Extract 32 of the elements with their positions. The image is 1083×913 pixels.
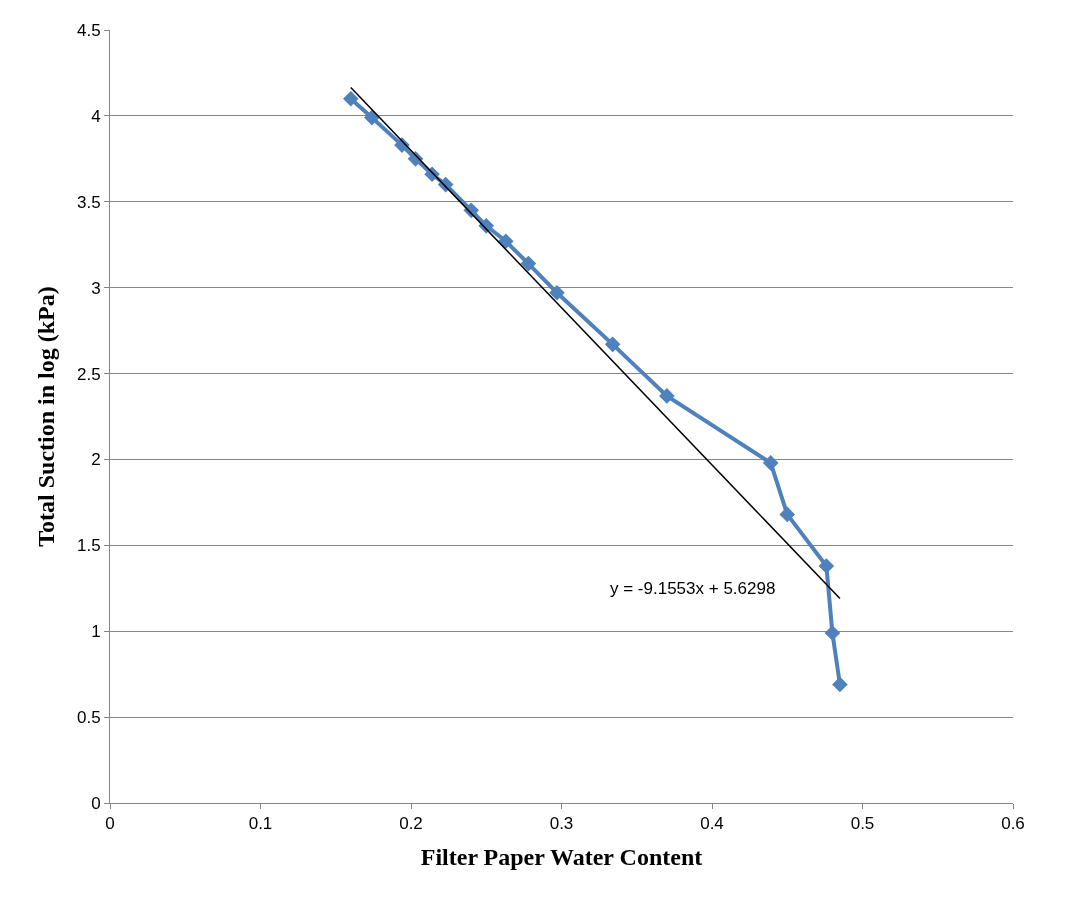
y-tick-label: 0 (91, 793, 101, 813)
point (824, 625, 841, 641)
y-tick-label: 0.5 (76, 708, 101, 728)
y-tick-label: 2 (91, 450, 101, 470)
y-tick-label: 4.5 (76, 20, 101, 40)
point (343, 90, 359, 107)
x-tick-label: 0 (105, 814, 115, 834)
y-tick-label: 4 (91, 106, 101, 126)
y-axis-title: Total Suction in log (kPa) (33, 286, 60, 547)
x-tick-label: 0.3 (549, 814, 574, 834)
x-tick-label: 0.1 (248, 814, 273, 834)
x-tick-label: 0.4 (700, 814, 724, 834)
x-axis-title: Filter Paper Water Content (420, 843, 703, 870)
point (779, 506, 796, 523)
x-tick-label: 0.5 (850, 814, 875, 834)
annotation: y = -9.1553x + 5.6298 (610, 579, 776, 598)
point (498, 233, 514, 250)
x-tick-label: 0.6 (1001, 814, 1025, 834)
y-tick-label: 3.5 (76, 192, 101, 212)
point (549, 285, 565, 301)
y-tick-label: 1.5 (76, 536, 101, 556)
y-tick-label: 1 (91, 622, 101, 642)
point (520, 255, 537, 272)
y-tick-label: 3 (91, 278, 101, 298)
point (762, 455, 779, 471)
point (659, 388, 675, 404)
point (818, 558, 835, 574)
point (832, 676, 848, 693)
x-tick-label: 0.2 (399, 814, 423, 834)
point (364, 109, 380, 126)
point (604, 336, 621, 353)
y-tick-label: 2.5 (76, 364, 101, 384)
